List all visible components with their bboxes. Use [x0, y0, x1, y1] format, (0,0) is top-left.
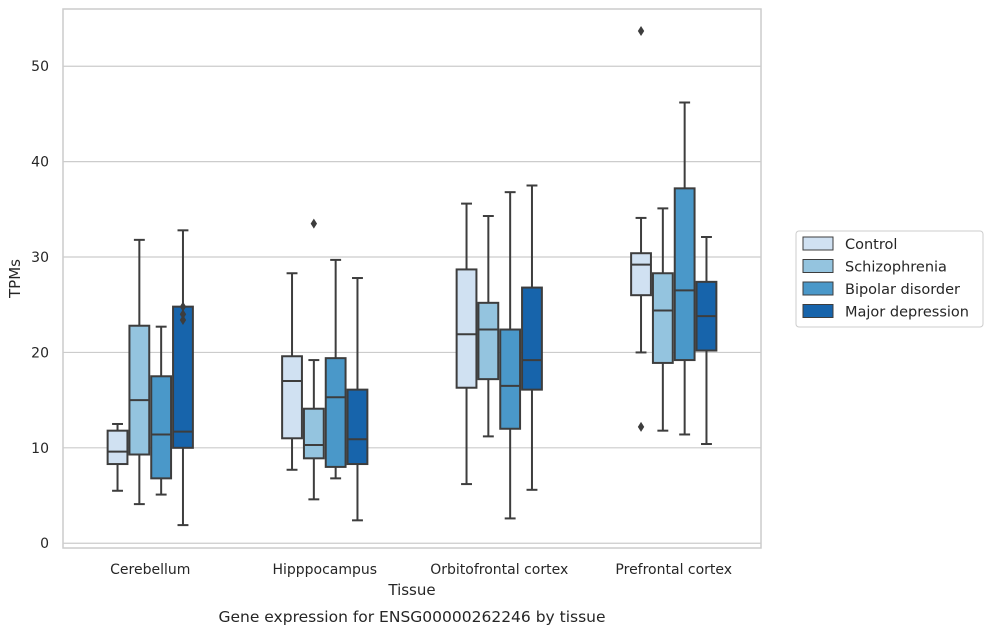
- y-tick-label: 0: [40, 536, 49, 552]
- y-tick-label: 30: [31, 250, 49, 266]
- legend-swatch: [802, 304, 834, 318]
- y-axis-label: TPMs: [6, 259, 24, 299]
- chart-caption: Gene expression for ENSG00000262246 by t…: [218, 608, 605, 626]
- box-iqr: [150, 375, 173, 480]
- box-series: [106, 25, 718, 527]
- legend: Control Schizophrenia Bipolar disorder Majo…: [795, 230, 984, 328]
- box-iqr: [302, 407, 325, 460]
- y-tick-labels: 0 10 20 30 40 50: [31, 59, 49, 552]
- y-tick-label: 10: [31, 441, 49, 457]
- box: [477, 215, 500, 438]
- x-tick-label: Prefrontal cortex: [615, 562, 732, 578]
- box: [521, 184, 543, 491]
- x-tick-label: Orbitofrontal cortex: [430, 562, 568, 578]
- legend-label: Schizophrenia: [845, 260, 947, 276]
- outlier-point: [637, 25, 645, 36]
- outlier-point: [179, 314, 187, 325]
- box-iqr: [128, 324, 151, 456]
- box-iqr: [346, 388, 369, 466]
- legend-label: Major depression: [845, 305, 969, 321]
- box: [499, 191, 522, 520]
- box: [455, 202, 478, 486]
- outlier-point: [179, 301, 187, 312]
- box: [150, 325, 173, 496]
- box: [302, 218, 325, 501]
- box-iqr: [477, 301, 500, 381]
- legend-swatch: [802, 281, 834, 296]
- box-iqr: [630, 252, 652, 297]
- legend-frame: [795, 230, 984, 328]
- box-iqr: [651, 272, 674, 364]
- x-tick-labels: Cerebellum Hipppocampus Orbitofrontal cort…: [110, 562, 732, 578]
- box: [324, 258, 347, 480]
- box-iqr: [499, 328, 522, 430]
- x-axis-label: Tissue: [387, 581, 435, 599]
- y-tick-label: 40: [31, 155, 49, 171]
- box-iqr: [106, 429, 129, 466]
- box: [630, 25, 652, 432]
- legend-label: Bipolar disorder: [845, 282, 960, 298]
- legend-swatch: [802, 259, 834, 273]
- box: [128, 238, 151, 506]
- box-iqr: [281, 355, 303, 440]
- outlier-point: [637, 421, 645, 432]
- y-tick-label: 20: [31, 345, 49, 361]
- box: [695, 236, 718, 446]
- box: [106, 422, 129, 492]
- box: [651, 207, 674, 432]
- y-tick-label: 50: [31, 59, 49, 75]
- legend-label: Control: [845, 237, 897, 253]
- box: [673, 101, 696, 436]
- box-iqr: [673, 187, 696, 362]
- box-iqr: [455, 268, 478, 389]
- box-iqr: [172, 305, 194, 449]
- box-iqr: [324, 357, 347, 468]
- plot-frame: [62, 8, 762, 549]
- x-tick-label: Cerebellum: [110, 562, 190, 578]
- outlier-point: [179, 309, 187, 320]
- outlier-point: [310, 218, 318, 229]
- box-iqr: [521, 286, 543, 391]
- legend-swatch: [802, 236, 834, 251]
- x-tick-label: Hipppocampus: [272, 562, 377, 578]
- box: [346, 277, 369, 522]
- box: [172, 229, 194, 527]
- box: [281, 272, 303, 471]
